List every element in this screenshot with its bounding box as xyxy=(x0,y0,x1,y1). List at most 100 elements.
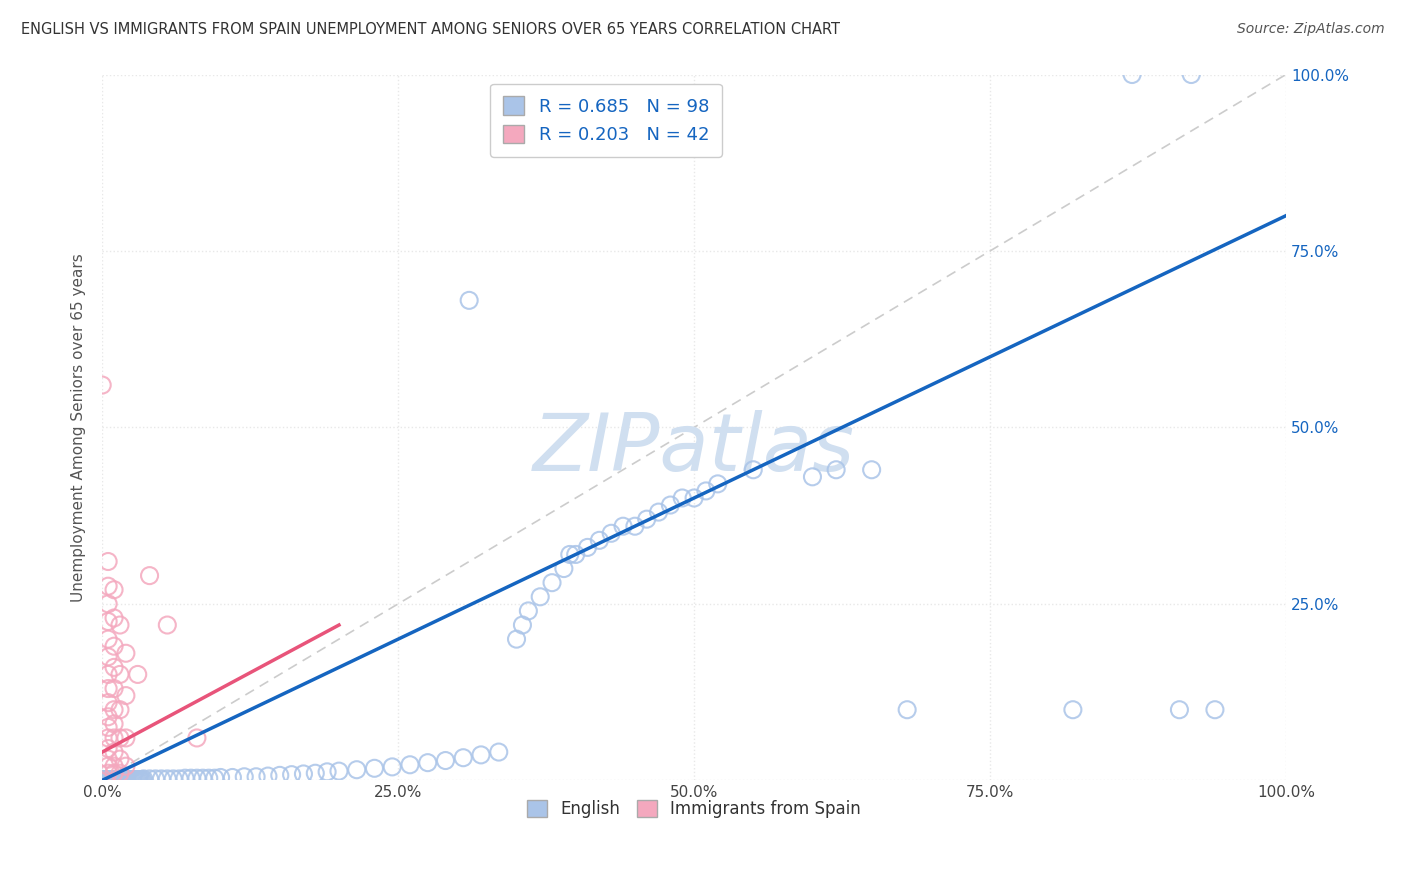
Point xyxy=(103,766,125,780)
Point xyxy=(111,772,134,787)
Point xyxy=(512,618,534,632)
Point xyxy=(131,772,153,787)
Point xyxy=(600,526,623,541)
Point xyxy=(112,772,135,787)
Point xyxy=(97,759,120,773)
Point xyxy=(695,483,717,498)
Point xyxy=(94,772,117,787)
Point xyxy=(292,767,315,781)
Point xyxy=(434,754,457,768)
Point xyxy=(108,772,131,787)
Point xyxy=(801,470,824,484)
Point xyxy=(488,745,510,759)
Point xyxy=(1121,68,1143,82)
Point xyxy=(576,541,599,555)
Point xyxy=(108,766,131,780)
Point xyxy=(128,772,150,787)
Point xyxy=(122,772,145,787)
Point xyxy=(97,752,120,766)
Point xyxy=(107,772,129,787)
Point xyxy=(97,579,120,593)
Point xyxy=(97,720,120,734)
Point xyxy=(103,731,125,745)
Point xyxy=(97,772,120,787)
Point xyxy=(381,760,404,774)
Point xyxy=(103,716,125,731)
Point xyxy=(127,772,149,787)
Point xyxy=(553,561,575,575)
Point xyxy=(186,771,208,785)
Point xyxy=(1204,703,1226,717)
Point xyxy=(197,771,219,785)
Point xyxy=(127,667,149,681)
Point xyxy=(97,696,120,710)
Point xyxy=(93,772,115,787)
Point xyxy=(269,768,291,782)
Point xyxy=(117,772,139,787)
Point xyxy=(624,519,647,533)
Text: ENGLISH VS IMMIGRANTS FROM SPAIN UNEMPLOYMENT AMONG SENIORS OVER 65 YEARS CORREL: ENGLISH VS IMMIGRANTS FROM SPAIN UNEMPLO… xyxy=(21,22,841,37)
Point xyxy=(103,660,125,674)
Point xyxy=(97,766,120,780)
Point xyxy=(328,764,350,778)
Point xyxy=(204,771,226,785)
Point xyxy=(458,293,481,308)
Point xyxy=(93,772,115,787)
Text: Source: ZipAtlas.com: Source: ZipAtlas.com xyxy=(1237,22,1385,37)
Point xyxy=(363,761,385,775)
Point xyxy=(97,554,120,568)
Point xyxy=(103,772,125,787)
Point xyxy=(100,772,122,787)
Point xyxy=(470,747,492,762)
Point xyxy=(186,731,208,745)
Point xyxy=(156,772,179,786)
Point xyxy=(245,770,267,784)
Point xyxy=(132,772,155,786)
Point xyxy=(115,772,138,787)
Point xyxy=(167,772,190,786)
Point xyxy=(97,597,120,611)
Point xyxy=(103,681,125,696)
Point xyxy=(115,689,138,703)
Point xyxy=(120,772,142,787)
Point xyxy=(122,772,145,787)
Point xyxy=(636,512,658,526)
Point xyxy=(1168,703,1191,717)
Point xyxy=(103,582,125,597)
Point xyxy=(145,772,167,786)
Point xyxy=(97,710,120,724)
Point xyxy=(108,731,131,745)
Point xyxy=(209,771,232,785)
Point xyxy=(97,741,120,756)
Point xyxy=(138,568,160,582)
Point xyxy=(280,767,302,781)
Point xyxy=(742,463,765,477)
Point xyxy=(110,772,132,787)
Point xyxy=(98,772,121,787)
Point xyxy=(100,772,122,787)
Point xyxy=(896,703,918,717)
Point xyxy=(124,772,146,787)
Point xyxy=(221,771,243,785)
Point xyxy=(108,667,131,681)
Point xyxy=(416,756,439,770)
Point xyxy=(101,772,124,787)
Point xyxy=(103,745,125,759)
Y-axis label: Unemployment Among Seniors over 65 years: Unemployment Among Seniors over 65 years xyxy=(72,253,86,602)
Point xyxy=(1180,68,1202,82)
Point xyxy=(505,632,527,647)
Point xyxy=(517,604,540,618)
Point xyxy=(125,772,148,787)
Point xyxy=(138,772,160,786)
Point xyxy=(103,759,125,773)
Point xyxy=(612,519,634,533)
Point xyxy=(91,378,114,392)
Point xyxy=(129,772,152,787)
Point xyxy=(399,757,422,772)
Point xyxy=(97,731,120,745)
Point xyxy=(825,463,848,477)
Point xyxy=(115,772,138,787)
Point xyxy=(105,772,128,787)
Point xyxy=(115,759,138,773)
Point xyxy=(316,764,339,779)
